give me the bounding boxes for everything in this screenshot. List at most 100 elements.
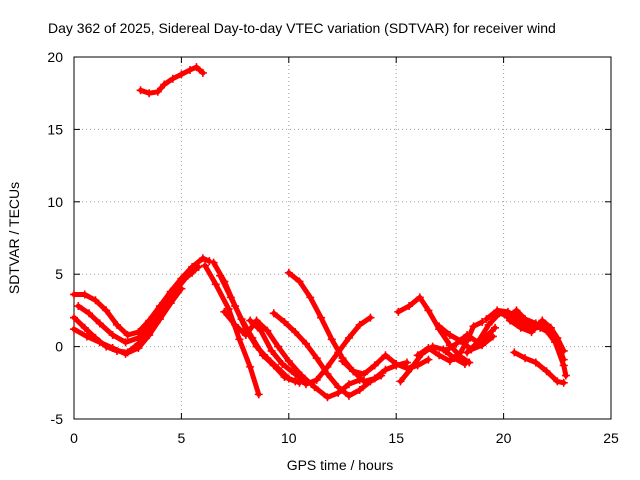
- data-point: [168, 74, 177, 83]
- series-trace: [247, 315, 373, 387]
- data-point: [291, 328, 300, 337]
- y-tick-label: 0: [55, 339, 63, 355]
- data-point: [463, 348, 472, 357]
- data-point: [338, 357, 347, 366]
- data-point: [349, 367, 358, 376]
- data-point: [295, 277, 304, 286]
- data-point: [484, 320, 493, 329]
- data-point: [108, 331, 117, 340]
- data-point: [123, 331, 132, 340]
- data-point: [70, 290, 78, 299]
- data-point: [396, 377, 405, 386]
- data-point: [491, 323, 500, 332]
- data-point: [510, 348, 519, 357]
- data-point: [553, 377, 562, 386]
- data-point: [392, 359, 401, 368]
- data-point: [291, 377, 300, 386]
- data-point: [405, 302, 414, 311]
- series-track-23: [510, 348, 568, 387]
- data-point: [145, 89, 154, 98]
- data-point: [134, 344, 143, 353]
- data-point: [188, 268, 197, 277]
- data-point: [278, 359, 287, 368]
- data-point: [256, 326, 265, 335]
- data-point: [241, 331, 250, 340]
- data-point: [284, 357, 293, 366]
- data-point: [327, 335, 336, 344]
- data-point: [445, 357, 454, 366]
- data-point: [512, 306, 521, 315]
- data-point: [246, 362, 255, 371]
- x-tick-label: 25: [603, 430, 619, 446]
- data-point: [269, 309, 278, 318]
- data-point: [70, 313, 78, 322]
- data-point: [70, 325, 78, 334]
- data-point: [177, 277, 186, 286]
- data-point: [381, 365, 390, 374]
- data-point: [323, 393, 332, 402]
- data-point: [478, 317, 487, 326]
- data-point: [153, 87, 162, 96]
- data-point: [473, 338, 482, 347]
- data-point: [441, 346, 450, 355]
- data-point: [177, 284, 186, 293]
- series-trace: [71, 255, 212, 338]
- data-point: [246, 316, 255, 325]
- data-point: [237, 315, 246, 324]
- data-point: [424, 344, 433, 353]
- data-point: [145, 331, 154, 340]
- series-track-11: [269, 309, 386, 400]
- data-point: [561, 371, 570, 380]
- data-point: [280, 373, 289, 382]
- data-point: [177, 70, 186, 79]
- plot-frame: [73, 56, 612, 420]
- data-point: [531, 358, 540, 367]
- data-point: [91, 296, 100, 305]
- data-point: [301, 339, 310, 348]
- data-point: [542, 367, 551, 376]
- data-point: [435, 322, 444, 331]
- data-point: [463, 331, 472, 340]
- data-point: [220, 307, 229, 316]
- data-point: [394, 307, 403, 316]
- data-point: [503, 313, 512, 322]
- data-point: [521, 315, 530, 324]
- data-point: [306, 293, 315, 302]
- data-point: [259, 351, 268, 360]
- data-point: [235, 335, 244, 344]
- data-point: [469, 322, 478, 331]
- data-point: [248, 333, 257, 342]
- series-trace: [217, 273, 298, 384]
- x-tick-label: 0: [70, 430, 78, 446]
- data-point: [108, 344, 117, 353]
- data-point: [452, 339, 461, 348]
- data-point: [559, 378, 568, 387]
- data-point: [95, 319, 104, 328]
- data-point: [231, 320, 240, 329]
- data-point: [370, 374, 379, 383]
- data-point: [527, 328, 536, 337]
- series-trace: [71, 286, 184, 357]
- data-point: [424, 355, 433, 364]
- data-point: [482, 315, 491, 324]
- data-point: [291, 370, 300, 379]
- data-point: [280, 317, 289, 326]
- series-trace: [436, 323, 496, 352]
- data-point: [194, 262, 203, 271]
- data-point: [538, 316, 547, 325]
- x-axis-label: GPS time / hours: [287, 457, 394, 473]
- axis-ticks: [73, 56, 612, 420]
- axis-tick-labels: 0 5 10 15 20 25 -5 0 5 10 15 20: [47, 49, 619, 446]
- data-point: [284, 268, 293, 277]
- x-tick-label: 15: [388, 430, 404, 446]
- data-point: [521, 354, 530, 363]
- y-tick-label: 10: [47, 194, 63, 210]
- data-point: [198, 254, 207, 263]
- data-point: [80, 323, 89, 332]
- series-trace: [443, 325, 498, 354]
- series-track-6: [201, 261, 263, 399]
- series-track-22: [503, 306, 570, 380]
- data-point: [445, 331, 454, 340]
- data-point: [359, 370, 368, 379]
